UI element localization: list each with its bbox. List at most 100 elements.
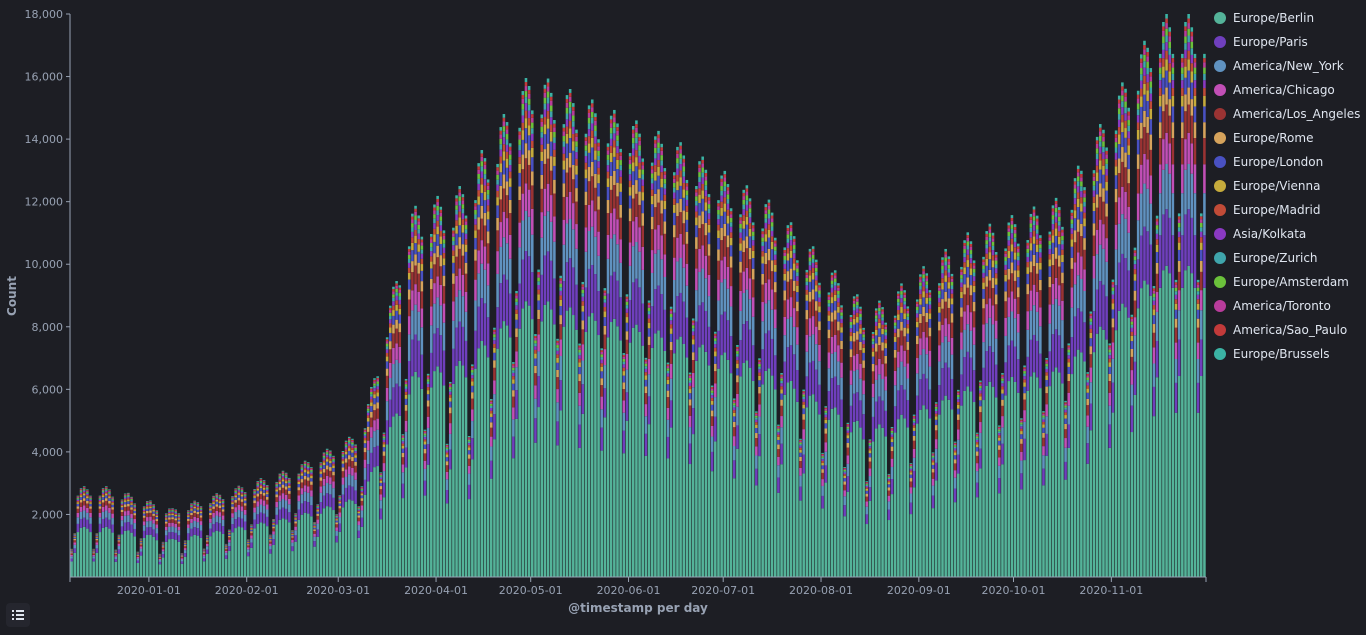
bar-segment-11 <box>874 315 878 319</box>
bar-segment-2 <box>777 465 780 478</box>
bar-segment-1 <box>938 385 941 415</box>
bar-segment-14 <box>392 286 395 290</box>
bar-segment-3 <box>833 335 837 352</box>
bar-segment-0 <box>1076 349 1080 577</box>
bar-segment-13 <box>1095 140 1099 144</box>
bar-segment-8 <box>73 536 77 537</box>
bar-segment-11 <box>761 237 764 242</box>
bar-segment-8 <box>840 323 843 328</box>
bar-segment-4 <box>912 440 916 449</box>
bar-segment-11 <box>890 430 894 433</box>
bar-segment-8 <box>433 228 436 235</box>
bar-segment-13 <box>483 161 487 165</box>
bar-segment-14 <box>332 455 335 457</box>
bar-segment-8 <box>619 176 622 184</box>
bar-segment-5 <box>603 325 607 335</box>
bar-segment-3 <box>259 499 263 505</box>
bar-segment-9 <box>531 133 534 141</box>
bar-segment-14 <box>1067 343 1071 346</box>
bar-segment-10 <box>919 285 922 290</box>
bar-segment-14 <box>843 467 846 468</box>
bar-segment-12 <box>439 212 443 217</box>
bar-segment-11 <box>452 236 455 242</box>
bar-segment-13 <box>969 243 973 247</box>
bar-segment-9 <box>79 492 83 494</box>
bar-segment-8 <box>1057 231 1061 237</box>
bar-segment-9 <box>609 138 613 146</box>
bar-segment-3 <box>398 346 402 363</box>
bar-segment-10 <box>792 249 796 254</box>
bar-segment-10 <box>430 247 433 252</box>
bar-segment-3 <box>433 283 436 304</box>
bar-segment-10 <box>950 285 954 290</box>
bar-segment-9 <box>613 133 616 141</box>
bar-segment-14 <box>562 124 566 128</box>
bar-segment-6 <box>982 289 985 299</box>
bar-segment-14 <box>265 484 269 486</box>
bar-segment-13 <box>821 453 824 455</box>
bar-segment-10 <box>635 137 638 144</box>
bar-segment-6 <box>269 538 272 541</box>
bar-segment-10 <box>811 258 815 263</box>
bar-segment-0 <box>717 368 720 577</box>
bar-segment-4 <box>1035 273 1039 292</box>
bar-segment-9 <box>142 509 146 512</box>
bar-segment-7 <box>559 299 562 307</box>
bar-segment-0 <box>912 487 916 577</box>
bar-segment-10 <box>385 346 389 350</box>
bar-segment-13 <box>474 203 477 207</box>
bar-segment-14 <box>584 133 588 138</box>
bar-segment-13 <box>654 139 657 144</box>
bar-segment-9 <box>688 382 692 386</box>
bar-segment-14 <box>720 175 723 179</box>
bar-segment-3 <box>691 373 695 388</box>
bar-segment-0 <box>900 414 903 577</box>
bar-segment-10 <box>805 281 809 286</box>
bar-segment-14 <box>764 204 768 208</box>
bar-segment-7 <box>1067 362 1071 367</box>
bar-segment-2 <box>518 247 521 284</box>
bar-segment-14 <box>237 485 241 487</box>
bar-segment-2 <box>196 522 200 529</box>
bar-segment-8 <box>644 372 648 376</box>
bar-segment-13 <box>1004 251 1007 254</box>
bar-segment-14 <box>900 283 903 286</box>
bar-segment-6 <box>224 547 228 549</box>
bar-segment-4 <box>726 247 730 267</box>
bar-segment-6 <box>717 238 720 250</box>
bar-segment-7 <box>105 493 108 496</box>
bar-segment-6 <box>581 311 585 321</box>
bar-segment-1 <box>445 490 449 504</box>
bar-segment-5 <box>862 360 865 368</box>
bar-segment-14 <box>398 285 402 288</box>
bar-segment-0 <box>139 555 143 577</box>
bar-segment-4 <box>660 213 663 236</box>
bar-segment-2 <box>972 344 976 371</box>
bar-segment-7 <box>360 493 364 496</box>
bar-segment-2 <box>635 242 638 279</box>
bar-segment-8 <box>767 224 771 230</box>
bar-segment-3 <box>382 463 386 472</box>
bar-segment-3 <box>1007 297 1011 317</box>
bar-segment-12 <box>549 100 553 106</box>
bar-segment-7 <box>673 204 676 213</box>
bar-segment-7 <box>354 455 357 458</box>
bar-segment-0 <box>934 480 938 577</box>
bar-segment-1 <box>925 378 929 410</box>
bar-segment-4 <box>631 198 635 222</box>
bar-segment-10 <box>303 465 307 467</box>
bar-segment-8 <box>676 174 679 182</box>
bar-segment-13 <box>357 506 361 508</box>
bar-segment-7 <box>114 551 118 553</box>
bar-segment-0 <box>253 528 256 577</box>
bar-segment-8 <box>856 312 859 318</box>
bar-segment-8 <box>925 293 929 298</box>
bar-segment-0 <box>351 500 354 577</box>
bar-segment-13 <box>1117 99 1121 104</box>
bar-segment-11 <box>824 410 828 413</box>
bar-segment-4 <box>704 235 708 256</box>
bar-segment-5 <box>398 323 402 333</box>
bar-segment-4 <box>180 556 184 559</box>
bar-segment-9 <box>568 113 572 121</box>
bar-segment-9 <box>524 103 528 111</box>
